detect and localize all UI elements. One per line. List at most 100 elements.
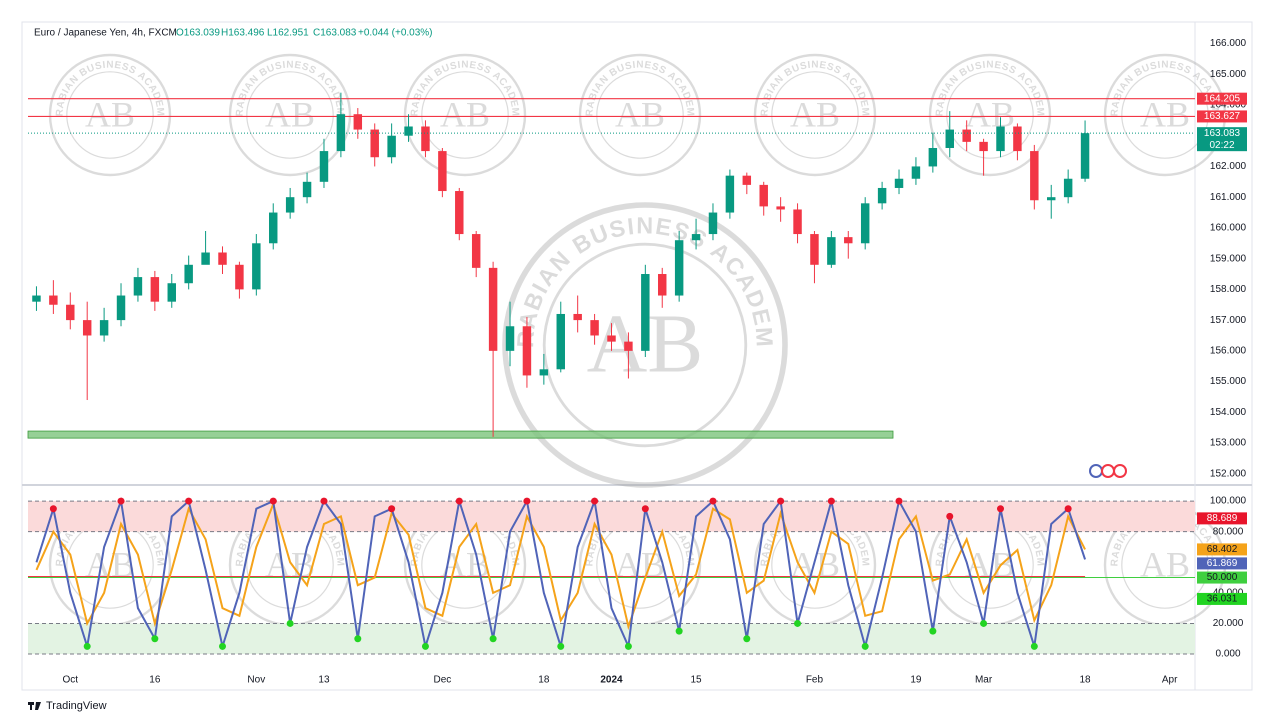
signal-dot: [827, 497, 835, 505]
watermark-ring: [946, 71, 1034, 159]
y-tick-label: 162.000: [1210, 161, 1247, 172]
fast-line-label: 61.869: [1207, 558, 1238, 569]
signal-high-label-box: [1197, 512, 1247, 525]
watermark-monogram: AB: [85, 544, 135, 584]
resistance-label-box: [1197, 92, 1247, 105]
candle-body: [184, 264, 193, 284]
x-tick-label: Feb: [806, 675, 824, 686]
candle-body: [607, 335, 616, 342]
signal-dot: [49, 505, 57, 513]
x-tick-label: 19: [910, 675, 922, 686]
candle-body: [116, 295, 126, 321]
candle-body: [556, 313, 565, 370]
candle-body: [1080, 133, 1090, 179]
candle-body: [99, 320, 109, 336]
candle-body: [708, 212, 718, 235]
candle-body: [455, 191, 464, 235]
x-tick-label: 18: [1080, 675, 1092, 686]
signal-dot: [269, 497, 277, 505]
y-tick-label: 156.000: [1210, 345, 1247, 356]
candle-body: [505, 326, 515, 351]
x-tick-label: Mar: [975, 675, 993, 686]
ohlc-close: C163.083: [313, 28, 357, 39]
x-tick-label: Oct: [63, 675, 79, 686]
watermark-monogram: AB: [965, 94, 1015, 134]
candle-body: [353, 114, 363, 130]
watermark-monogram: AB: [265, 544, 315, 584]
x-tick-label: 2024: [600, 675, 623, 686]
y-tick-label: 166.000: [1210, 38, 1247, 49]
signal-dot: [151, 635, 159, 643]
candle-body: [776, 206, 785, 210]
candle-body: [82, 320, 92, 336]
watermark-ring: [753, 53, 877, 177]
signal-low-label: 36.031: [1207, 594, 1238, 605]
y-tick-label: 161.000: [1210, 192, 1247, 203]
tool-icon: [1089, 464, 1103, 478]
signal-dot: [320, 497, 328, 505]
signal-dot: [895, 497, 903, 505]
tool-icon: [1113, 464, 1127, 478]
x-tick-label: 15: [691, 675, 703, 686]
candle-body: [66, 304, 75, 321]
watermark-monogram: AB: [440, 94, 490, 134]
candle-body: [979, 141, 988, 152]
y-tick-label: 153.000: [1210, 438, 1247, 449]
x-tick-label: 16: [149, 675, 161, 686]
watermark-monogram: AB: [1140, 94, 1190, 134]
candle-body: [674, 240, 684, 296]
candle-body: [1063, 178, 1073, 198]
candle-body: [573, 313, 582, 321]
signal-dot: [286, 619, 294, 627]
ohlc-low: L162.951: [267, 28, 309, 39]
y-tick-label: 165.000: [1210, 69, 1247, 80]
signal-dot: [83, 642, 91, 650]
signal-low-label-box: [1197, 592, 1247, 605]
logo-part: [35, 702, 41, 710]
watermark-monogram: AB: [85, 94, 135, 134]
slow-line-label-box: [1197, 543, 1247, 556]
signal-dot: [980, 619, 988, 627]
y-tick-label: 159.000: [1210, 253, 1247, 264]
watermark-ring: [246, 71, 334, 159]
signal-dot: [1064, 505, 1072, 513]
watermark-monogram: AB: [790, 544, 840, 584]
watermark-ring: [421, 71, 509, 159]
candle-body: [742, 175, 752, 185]
symbol: Euro / Japanese Yen, 4h, FXCM: [34, 28, 177, 39]
candle-body: [319, 151, 329, 182]
logo-part: [30, 702, 32, 710]
watermark-monogram: AB: [615, 94, 665, 134]
ohlc-high: H163.496: [221, 28, 265, 39]
y-tick-label: 155.000: [1210, 376, 1247, 387]
signal-dot: [185, 497, 193, 505]
signal-dot: [489, 635, 497, 643]
ohlc-change: +0.044 (+0.03%): [358, 28, 433, 39]
signal-dot: [709, 497, 717, 505]
y-tick-label: 158.000: [1210, 284, 1247, 295]
candle-body: [860, 203, 870, 244]
signal-dot: [388, 505, 396, 513]
candle-body: [624, 341, 633, 351]
fast-line-label-box: [1197, 557, 1247, 570]
signal-dot: [624, 642, 632, 650]
candle-body: [877, 187, 887, 204]
signal-dot: [421, 642, 429, 650]
candle-body: [1030, 151, 1039, 201]
candle-body: [810, 234, 819, 265]
candle-body: [590, 320, 599, 336]
signal-dot: [591, 497, 599, 505]
y-tick-label: 100.000: [1210, 496, 1247, 507]
candle-body: [759, 184, 768, 207]
brand: TradingView: [46, 700, 107, 712]
candle-body: [658, 274, 667, 296]
brand-logo: [28, 702, 41, 710]
candle-body: [691, 234, 701, 241]
signal-dot: [557, 642, 565, 650]
watermark-ring: [578, 53, 702, 177]
watermark-monogram: AB: [790, 94, 840, 134]
candle-body: [471, 234, 481, 268]
candle-body: [269, 212, 278, 244]
candle-body: [793, 209, 802, 235]
